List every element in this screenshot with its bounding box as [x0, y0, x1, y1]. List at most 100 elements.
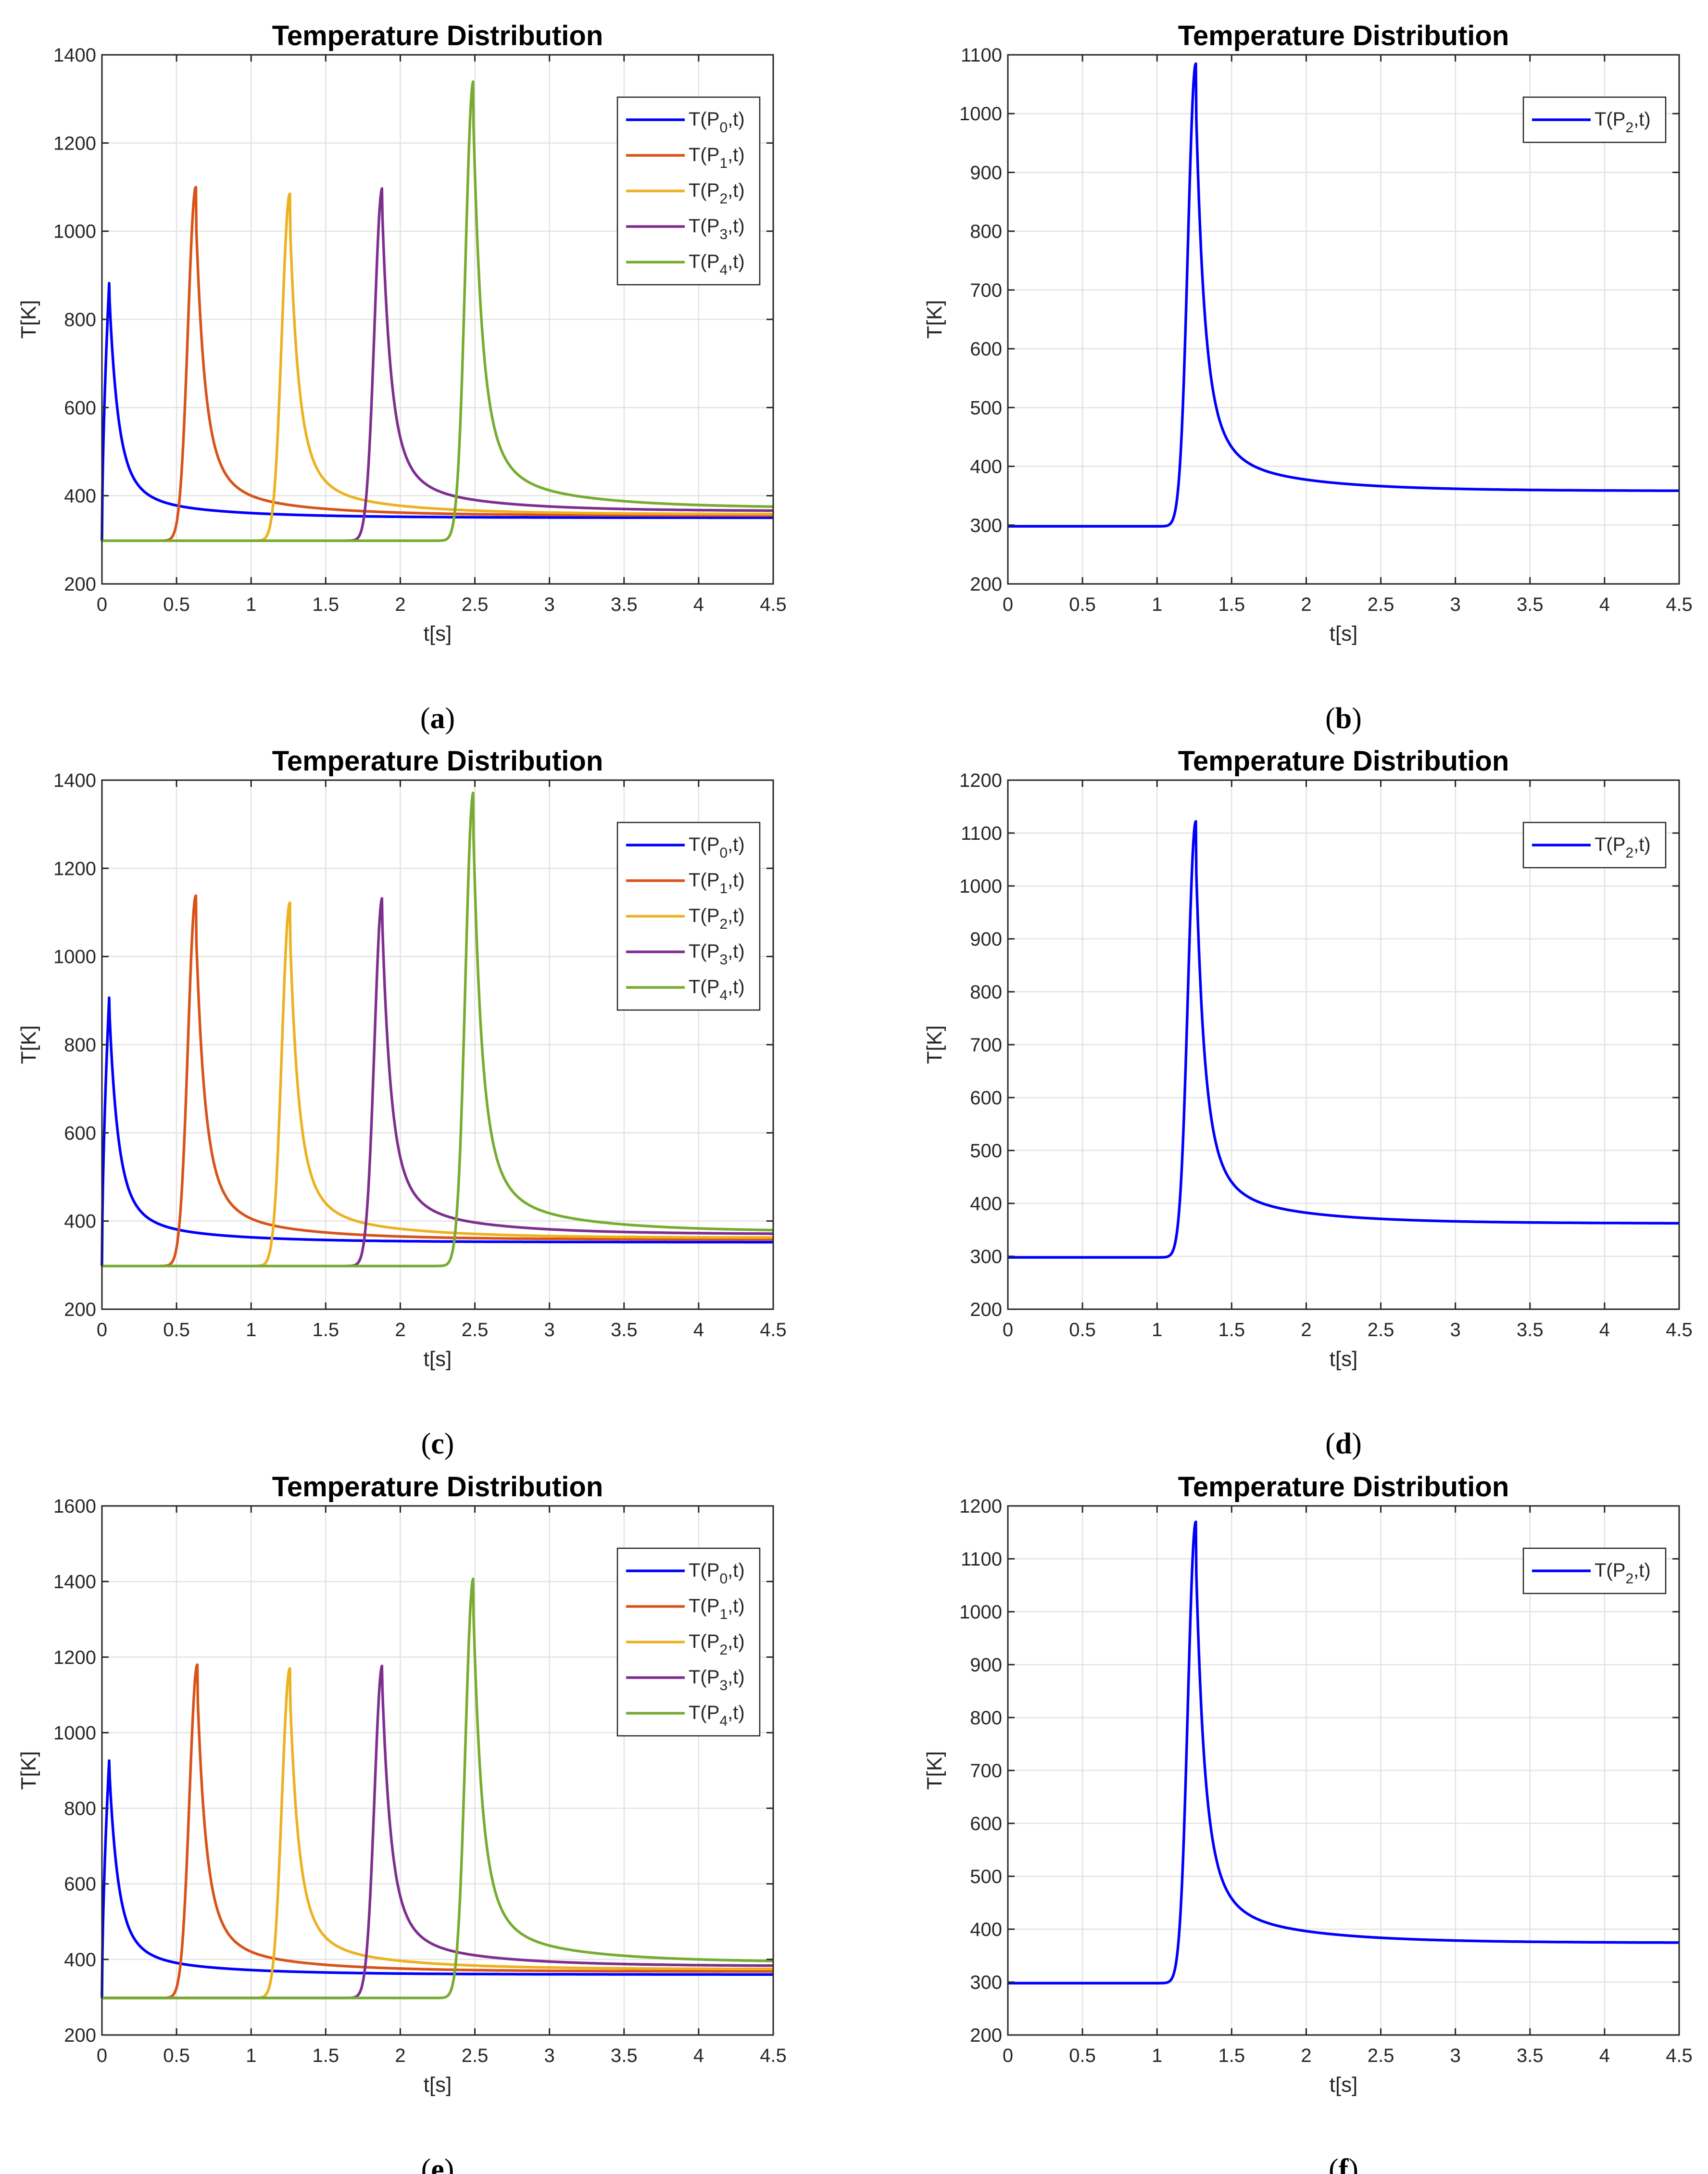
y-tick-label: 500	[970, 397, 1002, 418]
y-tick-label: 1000	[959, 876, 1002, 897]
y-tick-label: 400	[64, 1211, 96, 1232]
legend-label-subscript: 3	[719, 952, 728, 968]
legend-label-end: ,t)	[728, 144, 745, 165]
y-tick-label: 400	[64, 486, 96, 507]
legend-entry: T(P1,t)	[689, 144, 745, 171]
legend-label-end: ,t)	[728, 215, 745, 237]
y-tick-label: 1100	[961, 45, 1002, 66]
legend-entry: T(P4,t)	[689, 976, 745, 1003]
x-tick-label: 0.5	[163, 2045, 190, 2066]
y-axis-label: T[K]	[923, 300, 946, 339]
legend-label-end: ,t)	[728, 834, 745, 855]
chart-panel-b: Temperature Distribution 0 0.5 1 1.5 2 2.5 3 3.5…	[923, 20, 1693, 735]
legend-label-main: T(P	[689, 1702, 719, 1723]
legend: T(P2,t)	[1522, 96, 1667, 143]
x-tick-label: 4	[693, 2045, 704, 2066]
caption-open-paren: (	[1325, 1428, 1335, 1460]
y-tick-label: 800	[64, 1035, 96, 1056]
legend-entry: T(P3,t)	[689, 1667, 745, 1694]
caption-close-paren: )	[445, 702, 455, 735]
legend-label-subscript: 2	[719, 916, 728, 932]
series-line-tp2t	[1007, 1520, 1680, 1984]
caption-letter: e	[431, 2153, 444, 2174]
x-tick-label: 4	[1599, 2045, 1610, 2066]
x-tick-label: 3.5	[1517, 1319, 1544, 1340]
y-tick-label: 400	[970, 456, 1002, 478]
y-tick-label: 200	[64, 2025, 96, 2046]
x-tick-label: 2.5	[1368, 1319, 1394, 1340]
x-axis-label: t[s]	[424, 2073, 452, 2097]
legend-label-main: T(P	[689, 1667, 719, 1688]
y-tick-label: 1600	[53, 1496, 96, 1517]
x-tick-label: 0	[97, 2045, 107, 2066]
y-tick-label: 600	[970, 1087, 1002, 1109]
panel-caption: (c)	[421, 1428, 454, 1460]
legend-label-main: T(P	[689, 834, 719, 855]
x-tick-label: 4.5	[760, 2045, 787, 2066]
legend-label-main: T(P	[689, 905, 719, 926]
y-tick-label: 500	[970, 1866, 1002, 1887]
legend-label-end: ,t)	[728, 1667, 745, 1688]
x-tick-label: 1.5	[1218, 2045, 1245, 2066]
y-tick-label: 700	[970, 1035, 1002, 1056]
x-tick-label: 0	[97, 1319, 107, 1340]
y-tick-label: 700	[970, 280, 1002, 301]
legend-entry: T(P3,t)	[689, 215, 745, 242]
legend: T(P0,t)T(P1,t)T(P2,t)T(P3,t)T(P4,t)	[616, 96, 761, 286]
caption-close-paren: )	[1352, 702, 1362, 735]
y-tick-label: 1000	[53, 1722, 96, 1744]
legend-entry: T(P0,t)	[689, 834, 745, 861]
chart-panel-e: Temperature Distribution 0 0.5 1 1.5 2 2.5 3 3.5…	[17, 1471, 787, 2174]
y-tick-label: 200	[970, 574, 1002, 595]
legend-label-end: ,t)	[728, 1595, 745, 1617]
y-tick-label: 500	[970, 1140, 1002, 1162]
legend-label-subscript: 2	[719, 1642, 728, 1658]
legend-entry: T(P2,t)	[1595, 1560, 1651, 1587]
y-tick-label: 1200	[959, 1496, 1002, 1517]
y-tick-label: 900	[970, 1655, 1002, 1676]
y-tick-label: 800	[64, 1798, 96, 1820]
x-tick-label: 2	[1301, 1319, 1311, 1340]
y-tick-label: 1100	[961, 823, 1002, 844]
y-tick-label: 300	[970, 1246, 1002, 1267]
y-axis-label: T[K]	[17, 1025, 40, 1064]
legend-label-subscript: 4	[719, 262, 728, 278]
y-tick-label: 900	[970, 162, 1002, 183]
x-tick-label: 4.5	[1666, 1319, 1693, 1340]
y-tick-label: 200	[970, 1299, 1002, 1320]
x-tick-label: 0	[1003, 1319, 1013, 1340]
y-tick-label: 1400	[53, 1571, 96, 1593]
panel-caption: (a)	[420, 702, 455, 735]
x-tick-label: 4.5	[1666, 2045, 1693, 2066]
x-tick-label: 2	[395, 2045, 405, 2066]
series-line-tp1t	[101, 186, 774, 542]
legend-label-subscript: 0	[719, 120, 728, 136]
y-tick-label: 200	[64, 1299, 96, 1320]
legend-label-main: T(P	[689, 215, 719, 237]
x-tick-label: 2.5	[462, 594, 489, 615]
panel-caption: (f)	[1329, 2153, 1358, 2174]
y-tick-label: 1200	[53, 133, 96, 154]
chart-panel-d: Temperature Distribution 0 0.5 1 1.5 2 2.5 3 3.5…	[923, 746, 1693, 1460]
legend: T(P0,t)T(P1,t)T(P2,t)T(P3,t)T(P4,t)	[616, 1547, 761, 1737]
caption-close-paren: )	[1352, 1428, 1362, 1460]
x-tick-label: 1.5	[313, 2045, 339, 2066]
caption-close-paren: )	[1348, 2153, 1358, 2174]
x-tick-label: 3.5	[611, 2045, 638, 2066]
series-line-tp4t	[101, 1577, 774, 1999]
x-tick-label: 1.5	[1218, 1319, 1245, 1340]
legend-entry: T(P4,t)	[689, 251, 745, 278]
x-tick-label: 0	[1003, 594, 1013, 615]
legend-label-main: T(P	[689, 251, 719, 272]
legend-label-subscript: 1	[719, 1606, 728, 1622]
legend-label-end: ,t)	[728, 180, 745, 201]
legend-label-subscript: 2	[1625, 120, 1633, 136]
chart-panel-a: Temperature Distribution 0 0.5 1 1.5 2 2.5 3 3.5…	[17, 20, 787, 735]
y-tick-label: 1000	[959, 103, 1002, 125]
legend-label-end: ,t)	[728, 251, 745, 272]
legend-label-subscript: 4	[719, 987, 728, 1003]
x-axis-label: t[s]	[1330, 1347, 1358, 1371]
legend-entry: T(P4,t)	[689, 1702, 745, 1729]
legend-entry: T(P2,t)	[689, 180, 745, 207]
chart-panel-c: Temperature Distribution 0 0.5 1 1.5 2 2.5 3 3.5…	[17, 746, 787, 1460]
